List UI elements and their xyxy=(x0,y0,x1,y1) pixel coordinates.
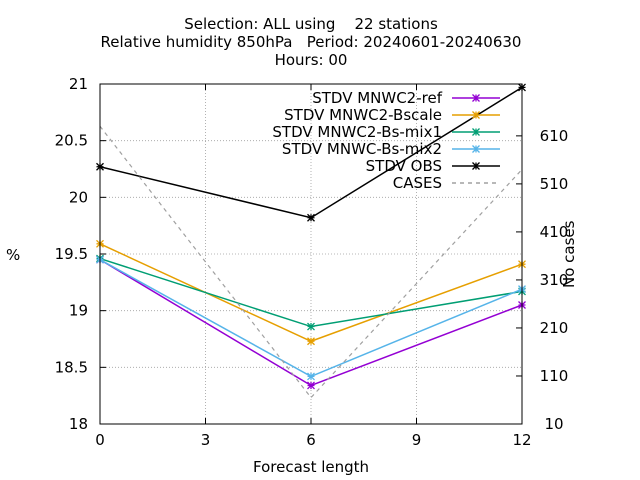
x-tick-label: 3 xyxy=(201,431,211,449)
data-point-marker xyxy=(307,322,315,331)
y-tick-label: 19 xyxy=(69,302,88,320)
y-axis-label: % xyxy=(6,246,21,264)
data-point-marker xyxy=(307,381,315,390)
series-line xyxy=(99,257,523,328)
x-tick-label: 6 xyxy=(306,431,316,449)
legend-marker xyxy=(472,145,480,153)
y2-tick-label: 110 xyxy=(540,367,569,385)
y2-axis-label: No cases xyxy=(560,220,578,288)
data-point-marker xyxy=(307,337,315,346)
y2-tick-label: 510 xyxy=(540,175,569,193)
legend-label: STDV MNWC2-Bscale xyxy=(284,106,442,124)
data-point-marker xyxy=(307,372,315,381)
y2-tick-label: 610 xyxy=(540,127,569,145)
legend-label: STDV OBS xyxy=(366,157,442,175)
legend-marker xyxy=(472,162,480,170)
y2-tick-label: 310 xyxy=(540,271,569,289)
chart-title-line-2: Relative humidity 850hPa Period: 2024060… xyxy=(100,33,522,51)
y2-tick-label: 410 xyxy=(540,223,569,241)
legend-marker xyxy=(472,111,480,119)
y2-tick-label: 210 xyxy=(540,319,569,337)
y-tick-label: 21 xyxy=(69,75,88,93)
legend-label: STDV MNWC2-Bs-mix1 xyxy=(272,123,442,141)
y-tick-label: 20.5 xyxy=(55,132,88,150)
x-axis-label: Forecast length xyxy=(253,458,370,476)
y-tick-label: 18 xyxy=(69,415,88,433)
y-tick-label: 20 xyxy=(69,188,88,206)
chart-title-line-3: Hours: 00 xyxy=(274,51,348,69)
legend-label: STDV MNWC-Bs-mix2 xyxy=(282,140,442,158)
legend-label: STDV MNWC2-ref xyxy=(312,89,442,107)
x-tick-label: 9 xyxy=(412,431,422,449)
legend-label: CASES xyxy=(393,174,442,192)
x-tick-label: 0 xyxy=(95,431,105,449)
x-tick-label: 12 xyxy=(512,431,531,449)
data-point-marker xyxy=(307,213,315,222)
legend-marker xyxy=(472,128,480,136)
y-tick-label: 18.5 xyxy=(55,358,88,376)
series-line xyxy=(99,125,523,399)
y-tick-label: 19.5 xyxy=(55,245,88,263)
legend-marker xyxy=(472,94,480,102)
y2-tick-label: 10 xyxy=(544,415,563,433)
chart-title-line-1: Selection: ALL using 22 stations xyxy=(184,15,438,33)
